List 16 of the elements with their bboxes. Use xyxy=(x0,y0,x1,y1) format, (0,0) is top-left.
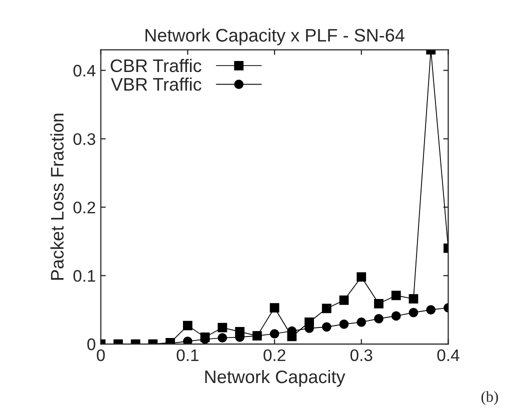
x-tick-label: 0 xyxy=(96,349,105,362)
y-tick-label: 0.4 xyxy=(73,64,96,77)
y-axis-title: Packet Loss Fraction xyxy=(50,114,64,280)
x-tick-label: 0.2 xyxy=(264,349,286,362)
y-tick-label: 0.2 xyxy=(73,202,96,214)
chart-title: Network Capacity x PLF - SN-64 xyxy=(146,28,404,46)
x-tick-label: 0.3 xyxy=(350,349,372,362)
y-tick-label: 0 xyxy=(87,338,96,350)
legend-label: VBR Traffic xyxy=(110,78,202,91)
y-tick-label: 0.1 xyxy=(73,270,96,282)
x-tick-label: 0.4 xyxy=(437,349,460,362)
x-tick-label: 0.1 xyxy=(176,349,198,362)
x-axis-title: Network Capacity xyxy=(205,370,346,387)
text: (b) xyxy=(481,391,498,405)
legend-label: CBR Traffic xyxy=(110,58,202,72)
y-tick-label: 0.3 xyxy=(73,133,96,145)
